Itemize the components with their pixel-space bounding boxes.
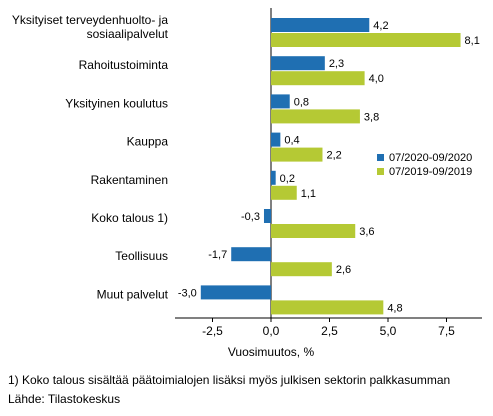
data-label: 4,0 — [369, 73, 384, 85]
footnote-text: 1) Koko talous sisältää päätoimialojen l… — [8, 373, 451, 387]
x-tick-label: 2,5 — [321, 324, 338, 338]
legend-label: 07/2019-09/2019 — [389, 166, 472, 178]
data-label: 2,2 — [326, 150, 341, 162]
category-label: Kauppa — [127, 135, 169, 149]
data-label: -0,3 — [241, 211, 260, 223]
category-label: Yksityiset terveydenhuolto- ja — [12, 13, 168, 27]
category-label: Koko talous 1) — [91, 211, 168, 225]
source-text: Lähde: Tilastokeskus — [8, 392, 121, 406]
bar — [231, 247, 271, 262]
bar — [271, 71, 365, 86]
bar — [271, 300, 384, 315]
data-label: 3,6 — [359, 226, 374, 238]
data-label: -1,7 — [208, 249, 227, 261]
category-label: Teollisuus — [115, 249, 168, 263]
bar — [271, 147, 323, 162]
data-label: 3,8 — [364, 111, 379, 123]
bar — [271, 109, 360, 124]
legend-swatch — [377, 154, 384, 161]
legend-swatch — [377, 168, 384, 175]
data-label: 1,1 — [301, 188, 316, 200]
data-label: 0,4 — [284, 135, 299, 147]
bar — [271, 262, 332, 277]
data-label: 4,2 — [373, 20, 388, 32]
category-label: Yksityinen koulutus — [65, 96, 168, 110]
x-tick-label: 5,0 — [380, 324, 397, 338]
data-label: 2,6 — [336, 264, 351, 276]
data-label: 4,8 — [387, 302, 402, 314]
bar — [271, 170, 276, 185]
x-tick-label: 0,0 — [263, 324, 280, 338]
bar — [263, 209, 271, 223]
x-axis-label: Vuosimuutos, % — [228, 345, 315, 359]
legend-label: 07/2020-09/2020 — [389, 152, 472, 164]
bar — [271, 56, 325, 71]
category-label: Rahoitustoiminta — [79, 58, 169, 72]
bar — [271, 18, 370, 32]
x-tick-label: -2,5 — [202, 324, 223, 338]
data-label: -3,0 — [178, 287, 197, 299]
data-label: 2,3 — [329, 58, 344, 70]
bar — [271, 94, 290, 109]
bar-chart: -2,5 0,0 2,5 5,0 7,5 Vuosimuutos, % 4,2 8,1 Yksi… — [12, 8, 482, 359]
category-label: Muut palvelut — [97, 287, 169, 301]
x-tick-label: 7,5 — [438, 324, 455, 338]
category-label: Rakentaminen — [91, 173, 168, 187]
bar — [271, 185, 297, 200]
data-label: 0,2 — [280, 173, 295, 185]
bar — [271, 132, 281, 147]
bar — [271, 224, 356, 238]
data-label: 8,1 — [465, 35, 480, 47]
data-label: 0,8 — [294, 96, 309, 108]
category-label: sosiaalipalvelut — [87, 27, 169, 41]
bar — [271, 33, 461, 47]
bar — [200, 285, 271, 300]
